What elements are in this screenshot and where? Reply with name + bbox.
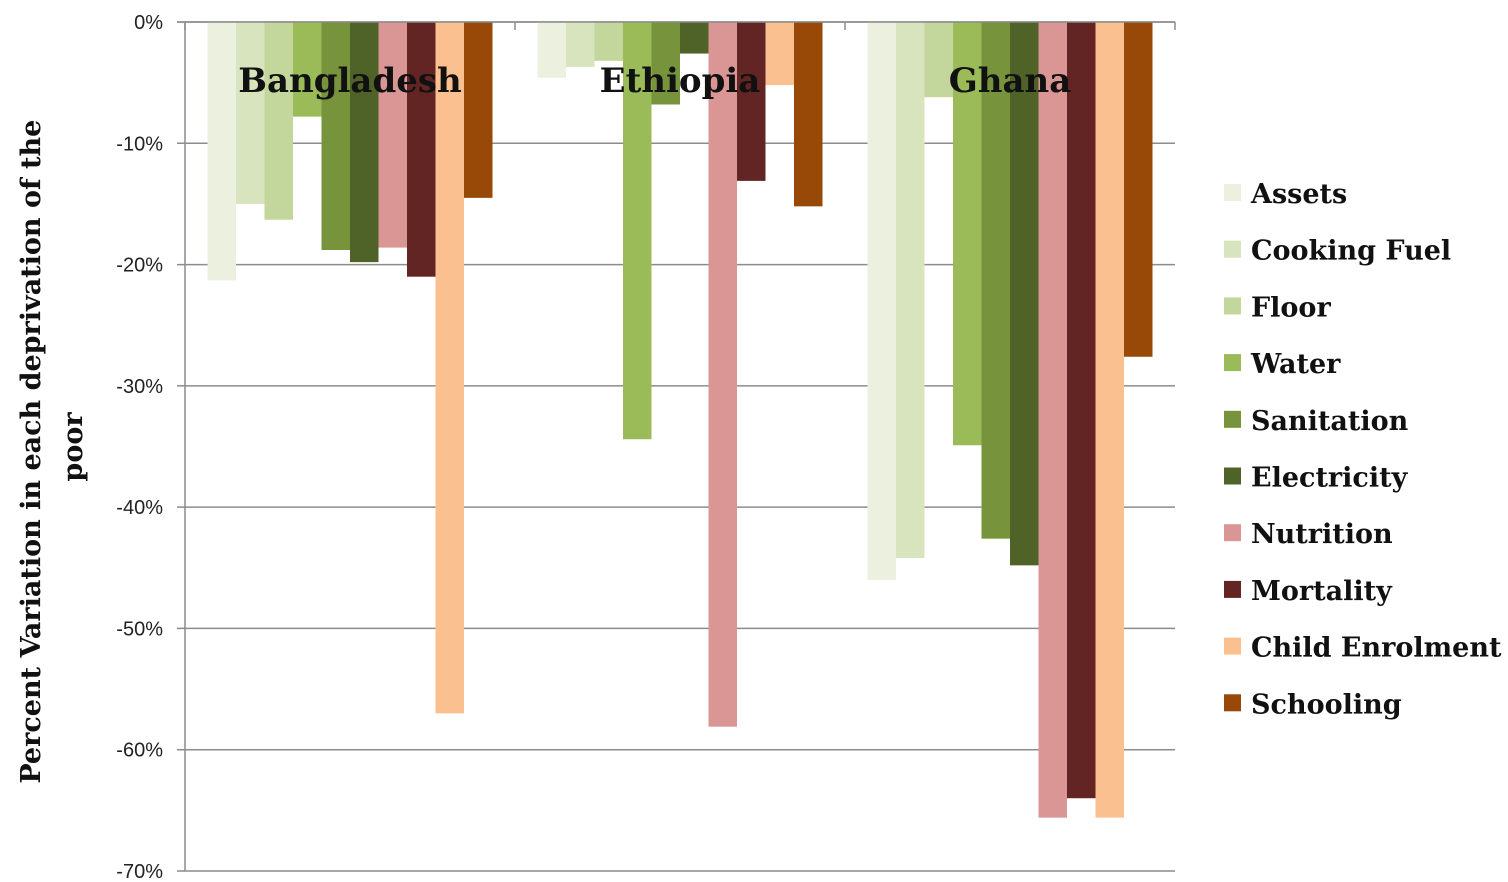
legend-swatch [1224,580,1241,598]
legend-label: Electricity [1251,463,1409,494]
bar-cooking-fuel-ghana [896,22,925,559]
y-tick-label: -40% [116,497,163,519]
bar-nutrition-ethiopia [708,22,737,727]
legend-swatch [1224,240,1241,258]
legend-swatch [1224,184,1241,201]
y-axis-title-line-1: Percent Variation in each deprivation of… [16,120,47,784]
bar-sanitation-ghana [981,22,1010,539]
bar-child-enrolment-bangladesh [435,22,464,714]
legend-label: Floor [1251,292,1331,323]
bar-assets-ghana [867,22,896,580]
bar-schooling-bangladesh [464,22,493,198]
bar-cooking-fuel-ethiopia [566,22,595,67]
bar-schooling-ghana [1124,22,1153,357]
legend-label: Cooking Fuel [1251,236,1451,267]
legend-label: Water [1250,349,1341,380]
y-axis-title: Percent Variation in each deprivation of… [16,110,89,783]
legend-entry-nutrition: Nutrition [1224,519,1393,550]
bar-mortality-bangladesh [407,22,436,277]
legend-swatch [1224,354,1241,372]
bar-assets-bangladesh [207,22,236,281]
legend-entry-water: Water [1224,349,1341,380]
bar-mortality-ghana [1067,22,1096,799]
y-tick-label: -60% [116,740,163,762]
bar-electricity-ethiopia [680,22,709,54]
bar-child-enrolment-ghana [1095,22,1124,818]
bar-floor-bangladesh [264,22,293,220]
bar-child-enrolment-ethiopia [765,22,794,86]
bar-nutrition-bangladesh [378,22,407,248]
legend-swatch [1224,467,1241,485]
bar-electricity-bangladesh [350,22,379,263]
y-tick-label: -70% [116,861,163,882]
legend: Assets Cooking Fuel Floor Water Sanitation El… [1224,179,1502,720]
legend-entry-cooking-fuel: Cooking Fuel [1224,236,1451,267]
bar-nutrition-ghana [1038,22,1067,818]
legend-label: Nutrition [1251,519,1393,550]
y-axis-ticks: 0% -10% -20% -30% -40% -50% -60% -70% [116,12,163,882]
category-label-ethiopia: Ethiopia [600,61,761,101]
bars [207,22,1153,818]
legend-entry-schooling: Schooling [1224,689,1402,720]
legend-label: Mortality [1251,576,1393,607]
bar-water-ethiopia [623,22,652,440]
legend-label: Child Enrolment [1251,633,1502,664]
legend-swatch [1224,694,1241,712]
legend-entry-mortality: Mortality [1224,576,1393,607]
category-label-bangladesh: Bangladesh [238,61,461,101]
bar-mortality-ethiopia [737,22,766,181]
bar-sanitation-bangladesh [321,22,350,251]
legend-swatch [1224,297,1241,315]
legend-entry-electricity: Electricity [1224,463,1409,494]
legend-swatch [1224,410,1241,428]
y-axis-title-line-2: poor [58,412,89,482]
y-tick-label: 0% [134,12,163,34]
y-tick-label: -10% [116,133,163,155]
bar-electricity-ghana [1010,22,1039,566]
bar-floor-ghana [924,22,953,98]
legend-swatch [1224,637,1241,655]
bar-sanitation-ethiopia [651,22,680,105]
legend-entry-child-enrolment: Child Enrolment [1224,633,1502,664]
bar-water-bangladesh [293,22,322,117]
axes [177,21,1176,871]
bar-water-ghana [953,22,982,446]
bar-schooling-ethiopia [794,22,823,207]
legend-swatch [1224,524,1241,542]
bar-assets-ethiopia [537,22,566,78]
bar-floor-ethiopia [594,22,623,61]
legend-entry-assets: Assets [1224,179,1347,210]
category-labels: Bangladesh Ethiopia Ghana [238,61,1071,101]
legend-label: Sanitation [1251,406,1409,437]
bar-cooking-fuel-bangladesh [236,22,265,204]
y-tick-label: -30% [116,376,163,398]
legend-entry-sanitation: Sanitation [1224,406,1409,437]
category-label-ghana: Ghana [949,61,1072,101]
legend-label: Assets [1250,179,1347,210]
y-tick-label: -20% [116,255,163,277]
legend-label: Schooling [1251,689,1402,720]
legend-entry-floor: Floor [1224,292,1331,323]
y-tick-label: -50% [116,618,163,640]
